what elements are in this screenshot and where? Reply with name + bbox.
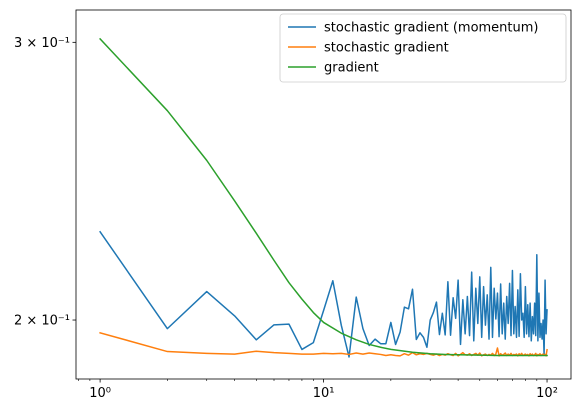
series-line-1 — [99, 230, 548, 358]
x-tick-label: 10² — [536, 386, 558, 401]
x-tick-label: 10¹ — [313, 386, 335, 401]
legend-label-1: stochastic gradient (momentum) — [324, 21, 539, 36]
series-line-3 — [99, 37, 548, 357]
x-tick-label: 10⁰ — [89, 386, 111, 401]
axis-ticks: 10⁰ 10¹ 10² 2 × 10⁻¹ 3 × 10⁻¹ — [14, 36, 558, 401]
y-tick-label: 2 × 10⁻¹ — [14, 314, 70, 329]
y-tick-label: 3 × 10⁻¹ — [14, 36, 70, 51]
legend-label-3: gradient — [324, 61, 379, 76]
legend: stochastic gradient (momentum) stochastic… — [279, 13, 567, 83]
series-line-2 — [99, 331, 548, 357]
plot-area — [99, 37, 548, 358]
legend-box — [279, 13, 567, 83]
legend-label-2: stochastic gradient — [324, 41, 449, 56]
